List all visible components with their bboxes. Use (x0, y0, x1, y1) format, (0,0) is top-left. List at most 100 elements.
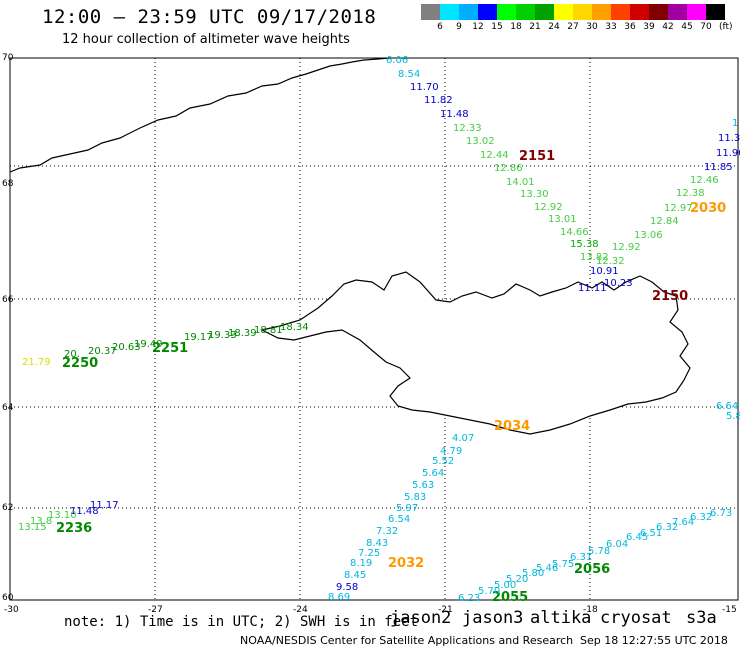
t2250-value: 20.37 (88, 346, 117, 357)
satellite-cryosat: cryosat (600, 608, 672, 628)
wave-height-values: 6.068.5411.7011.8211.4812.3313.0212.4412… (18, 55, 740, 604)
t2250-value: 19.49 (134, 339, 163, 350)
legend-label: 15 (491, 22, 503, 32)
t2151-value: 12.33 (453, 123, 482, 134)
t2055-value: 5.80 (522, 568, 544, 579)
legend-label: 9 (456, 22, 462, 32)
legend-label: 45 (681, 22, 693, 32)
greenland-coastline (9, 57, 391, 173)
t2030-value: 13.06 (634, 230, 663, 241)
legend-label: 70 (700, 22, 712, 32)
t2250-value: 18.34 (280, 322, 309, 333)
t2151-value: 12.92 (534, 202, 563, 213)
t2032-value: 5.97 (396, 503, 418, 514)
t2250-value: 20.63 (112, 342, 141, 353)
t2030-value: 12.84 (650, 216, 679, 227)
lat-label: 68 (2, 179, 14, 189)
t2030-value: 11.90 (716, 148, 740, 159)
legend-unit: (ft) (719, 22, 733, 32)
satellite-altika: altika (530, 608, 592, 628)
t2055-value: 6.23 (458, 593, 480, 604)
track-time-2251: 2251 (152, 341, 188, 356)
legend-label: 39 (643, 22, 655, 32)
satellite-jason3: jason3 (462, 608, 524, 628)
track-time-2034: 2034 (494, 419, 530, 434)
t2250-value: 18.81 (254, 325, 283, 336)
t2151-value: 8.54 (398, 69, 420, 80)
t2250-value: 18.39 (228, 328, 257, 339)
t2236-value: 13.15 (18, 522, 47, 533)
t2030-value: 12.38 (676, 188, 705, 199)
t2151-value: 10.23 (604, 278, 633, 289)
track-time-2250: 2250 (62, 356, 98, 371)
track-time-2030: 2030 (690, 201, 726, 216)
legend-label: 42 (662, 22, 674, 32)
lon-label: -15 (722, 605, 737, 615)
t2030-value: 11.85 (704, 162, 733, 173)
lon-label: -21 (438, 605, 453, 615)
map-title: 12:00 – 23:59 UTC 09/17/2018 (42, 6, 377, 28)
legend-label: 33 (605, 22, 617, 32)
t2250-value: 19.17 (184, 332, 213, 343)
t2151-value: 11.70 (410, 82, 439, 93)
t2032-value: 8.19 (350, 558, 372, 569)
t2055-value: 5.00 (494, 580, 516, 591)
t2151-value: 11.48 (440, 109, 469, 120)
t2151-value: 13.30 (520, 189, 549, 200)
track-time-2056: 2056 (574, 562, 610, 577)
lat-label: 70 (2, 53, 14, 63)
t2151-value: 13.02 (466, 136, 495, 147)
lon-label: -18 (583, 605, 598, 615)
t2236-value: 11.17 (90, 500, 119, 511)
credit-text: NOAA/NESDIS Center for Satellite Applica… (240, 634, 574, 647)
t2032-value: 4.07 (452, 433, 474, 444)
t2055-value: 5.75 (552, 559, 574, 570)
footer-note: note: 1) Time is in UTC; 2) SWH is in fe… (64, 614, 419, 630)
t2151-value: 14.01 (506, 177, 535, 188)
t2151-value: 6.06 (386, 55, 408, 66)
t2032-value: 5.52 (432, 456, 454, 467)
t2032-value: 7.32 (376, 526, 398, 537)
east-value: 6.64 (716, 401, 738, 412)
track-time-2150: 2150 (652, 289, 688, 304)
t2151-value: 13.82 (580, 252, 609, 263)
legend-swatch (706, 4, 726, 20)
map-subtitle: 12 hour collection of altimeter wave hei… (62, 32, 350, 47)
t2250-value: 21.79 (22, 357, 51, 368)
t2236-value: 11.48 (70, 506, 99, 517)
t2055-value: 5.46 (536, 563, 558, 574)
lat-label: 64 (2, 403, 14, 413)
legend-label: 24 (548, 22, 560, 32)
lon-label: -27 (148, 605, 163, 615)
t2032-value: 5.64 (422, 468, 444, 479)
legend-label: 30 (586, 22, 598, 32)
track-time-2151: 2151 (519, 149, 555, 164)
t2151-value: 11.11 (578, 283, 607, 294)
t2030-value: 12.46 (690, 175, 719, 186)
t2030-value: 12.92 (612, 242, 641, 253)
t2030-value: 11.3 (718, 133, 740, 144)
lon-label: -24 (293, 605, 308, 615)
timestamp-text: Sep 18 12:27:55 UTC 2018 (580, 634, 728, 647)
t2032-value: 5.83 (404, 492, 426, 503)
east-value: 5.8 (726, 411, 740, 422)
t2032-value: 8.69 (328, 592, 350, 603)
iceland-coastline (260, 271, 691, 435)
t2030-value: 12.97 (664, 203, 693, 214)
lat-label: 62 (2, 503, 13, 513)
t2151-value: 10.91 (590, 266, 619, 277)
t2236-value: 13.10 (48, 510, 77, 521)
t2055-value: 6.32 (656, 522, 678, 533)
lat-label: 60 (2, 593, 14, 603)
t2032-value: 6.54 (388, 514, 410, 525)
t2151-value: 12.32 (596, 256, 625, 267)
t2250-value: 20. (64, 349, 80, 360)
t2151-value: 13.01 (548, 214, 577, 225)
track-time-2032: 2032 (388, 556, 424, 571)
satellite-s3a: s3a (686, 608, 717, 628)
t2030-value: 1 (732, 118, 738, 129)
t2032-value: 7.25 (358, 548, 380, 559)
legend-label: 18 (510, 22, 522, 32)
t2151-value: 15.38 (570, 239, 599, 250)
